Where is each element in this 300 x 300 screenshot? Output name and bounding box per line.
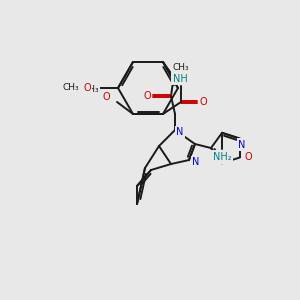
Text: O: O [244, 152, 252, 162]
Text: CH₃: CH₃ [173, 64, 189, 73]
Text: N: N [219, 152, 227, 162]
Text: O: O [199, 97, 207, 107]
Text: CH₃: CH₃ [82, 85, 99, 94]
Text: O: O [83, 83, 91, 93]
Text: O: O [143, 91, 151, 101]
Text: O: O [102, 92, 110, 102]
Text: N: N [176, 127, 184, 137]
Text: NH: NH [172, 74, 188, 84]
Text: N: N [192, 157, 200, 167]
Text: O: O [177, 73, 185, 83]
Text: CH₃: CH₃ [62, 83, 79, 92]
Text: NH₂: NH₂ [213, 152, 231, 162]
Text: N: N [238, 140, 246, 150]
